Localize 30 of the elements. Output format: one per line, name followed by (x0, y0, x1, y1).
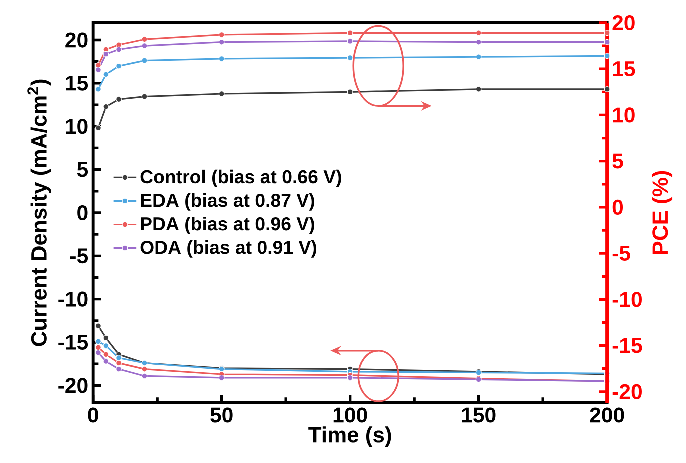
y-tick-label: -5 (70, 248, 88, 264)
x-tick-label: 150 (462, 408, 496, 423)
y-tick-label: -10 (58, 292, 88, 307)
y2-tick-label: 15 (613, 62, 636, 77)
x-tick-label: 0 (88, 408, 98, 423)
y2-tick-label: -20 (612, 384, 642, 400)
y2-tick-label: 20 (612, 15, 635, 31)
x-axis-title: Time (s) (308, 426, 392, 448)
x-tick-label: 50 (210, 408, 233, 423)
legend-label: EDA (bias at 0.87 V) (141, 193, 314, 211)
y2-tick-label: -15 (612, 338, 642, 354)
y-tick-label: 10 (66, 119, 88, 134)
y2-axis-title: PCE (%) (652, 171, 673, 254)
y2-tick-label: -5 (612, 246, 630, 262)
y-tick-label: 20 (66, 32, 88, 48)
y2-tick-label: 5 (612, 154, 624, 169)
y2-tick-label: 0 (612, 200, 624, 216)
y-tick-label: -20 (58, 378, 88, 394)
y-tick-label: 0 (78, 205, 88, 221)
legend-label: ODA (bias at 0.91 V) (140, 240, 316, 258)
legend-label: PDA (bias at 0.96 V) (141, 216, 314, 234)
x-tick-label: 200 (590, 408, 624, 423)
y2-tick-label: 10 (613, 108, 635, 123)
y-axis-title: Current Density (mA/cm$^{2}$) (28, 80, 52, 346)
y2-tick-label: -10 (612, 292, 642, 308)
x-tick-label: 100 (334, 408, 368, 423)
y-tick-label: 5 (77, 162, 88, 178)
y-tick-label: -15 (58, 335, 88, 350)
legend-label: Control (bias at 0.66 V) (140, 170, 342, 188)
y-tick-label: 15 (66, 76, 88, 91)
